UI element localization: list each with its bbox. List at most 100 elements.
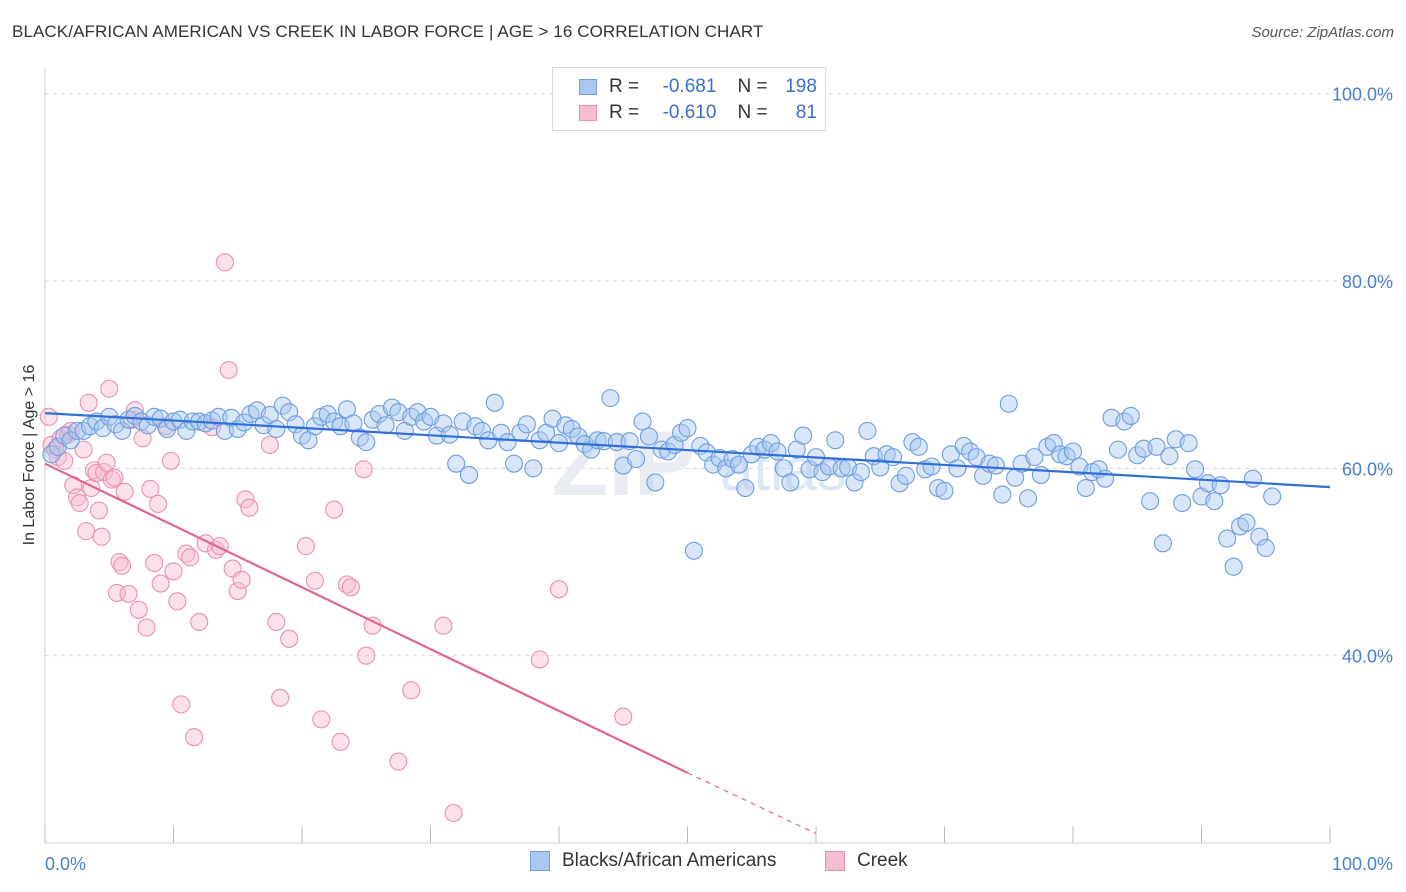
black-point — [1160, 447, 1179, 466]
black-point — [504, 454, 524, 473]
legend-n-label: N = — [737, 76, 768, 97]
source-label: Source: ZipAtlas.com — [1251, 24, 1394, 41]
black-point — [1108, 440, 1128, 459]
black-point — [517, 415, 536, 434]
black-point — [903, 433, 922, 452]
creek-point — [331, 732, 350, 751]
creek-point — [97, 453, 116, 472]
black-point — [1128, 446, 1147, 465]
legend-n-value: 198 — [785, 76, 817, 97]
black-point — [871, 458, 890, 477]
black-point — [485, 393, 504, 412]
black-point — [145, 407, 164, 426]
black-point — [1250, 527, 1269, 546]
black-point — [986, 456, 1005, 475]
black-point — [113, 421, 132, 440]
legend-row-creek: R = -0.610 N = 81 — [579, 101, 817, 125]
black-point — [440, 425, 459, 444]
tick-labels: 40.0% 60.0% 80.0% 100.0% 0.0% 100.0% — [45, 85, 1393, 874]
creek-point — [267, 612, 286, 632]
creek-point — [219, 360, 238, 380]
black-point — [890, 474, 909, 493]
creek-point — [228, 582, 247, 601]
creek-point — [137, 618, 156, 637]
black-point — [1205, 492, 1224, 511]
legend-swatch-blue — [579, 79, 597, 95]
black-point — [1224, 557, 1243, 576]
black-point — [61, 431, 80, 450]
creek-point — [168, 592, 187, 611]
black-point — [858, 421, 877, 440]
legend-swatch-pink — [579, 105, 597, 121]
black-point — [601, 389, 620, 408]
creek-point — [70, 493, 89, 513]
black-point — [466, 417, 485, 436]
creek-point — [190, 612, 209, 632]
black-point — [447, 454, 466, 473]
black-point — [177, 421, 196, 440]
black-point — [639, 427, 659, 446]
y-tick-label: 40.0% — [1342, 647, 1393, 667]
creek-point — [341, 578, 360, 597]
black-point — [305, 417, 324, 436]
black-point — [524, 459, 543, 478]
black-point — [922, 457, 941, 476]
creek-point — [115, 482, 134, 501]
creek-point — [92, 527, 111, 546]
black-point — [350, 428, 369, 447]
creek-point — [354, 460, 373, 479]
legend-r-value: -0.610 — [662, 102, 717, 123]
black-point — [896, 466, 916, 485]
black-point — [909, 437, 928, 456]
axes — [44, 68, 1331, 844]
black-point — [1044, 434, 1063, 453]
black-point — [794, 426, 813, 445]
legend-r-label: R = — [609, 76, 640, 97]
black-point — [1153, 534, 1172, 553]
creek-point — [530, 650, 549, 669]
creek-point — [151, 574, 170, 593]
x-tick-label: 100.0% — [1332, 854, 1393, 874]
black-point — [415, 412, 434, 431]
creek-point — [549, 580, 569, 599]
creek-point — [39, 407, 58, 426]
legend-n-value: 81 — [795, 102, 817, 123]
black-point — [672, 423, 691, 442]
black-point — [273, 396, 292, 415]
legend-r-value: -0.681 — [662, 76, 717, 97]
creek-point — [61, 421, 80, 440]
legend-row-blacks: R = -0.681 N = 198 — [579, 75, 817, 99]
black-point — [1057, 447, 1076, 466]
creek-point — [389, 752, 408, 771]
gridlines — [45, 93, 1395, 657]
creek-point — [434, 616, 453, 635]
creek-point — [161, 451, 180, 470]
bottom-legend-swatch-blue — [530, 851, 550, 871]
creek-point — [236, 490, 255, 509]
black-point — [569, 427, 588, 446]
creek-point — [105, 468, 124, 487]
creek-point — [312, 710, 331, 729]
creek-point — [280, 629, 299, 648]
creek-point — [271, 688, 290, 707]
creek-point — [240, 498, 259, 517]
creek-points — [39, 253, 633, 823]
creek-point — [79, 393, 98, 412]
y-tick-label: 80.0% — [1342, 272, 1393, 292]
creek-point — [305, 571, 324, 590]
y-axis-label: In Labor Force | Age > 16 — [21, 365, 38, 546]
black-point — [1179, 434, 1198, 453]
creek-point — [402, 681, 421, 700]
creek-trend-line — [44, 462, 688, 774]
legend-r-label: R = — [609, 102, 640, 123]
black-point — [768, 442, 787, 461]
creek-point — [185, 728, 204, 747]
black-point — [935, 481, 954, 500]
black-point — [318, 404, 337, 424]
bottom-legend-swatch-pink — [825, 851, 845, 871]
black-point — [498, 433, 517, 452]
creek-point — [164, 562, 183, 581]
black-point — [851, 463, 871, 482]
black-point — [1263, 487, 1282, 506]
black-points — [42, 389, 1282, 576]
